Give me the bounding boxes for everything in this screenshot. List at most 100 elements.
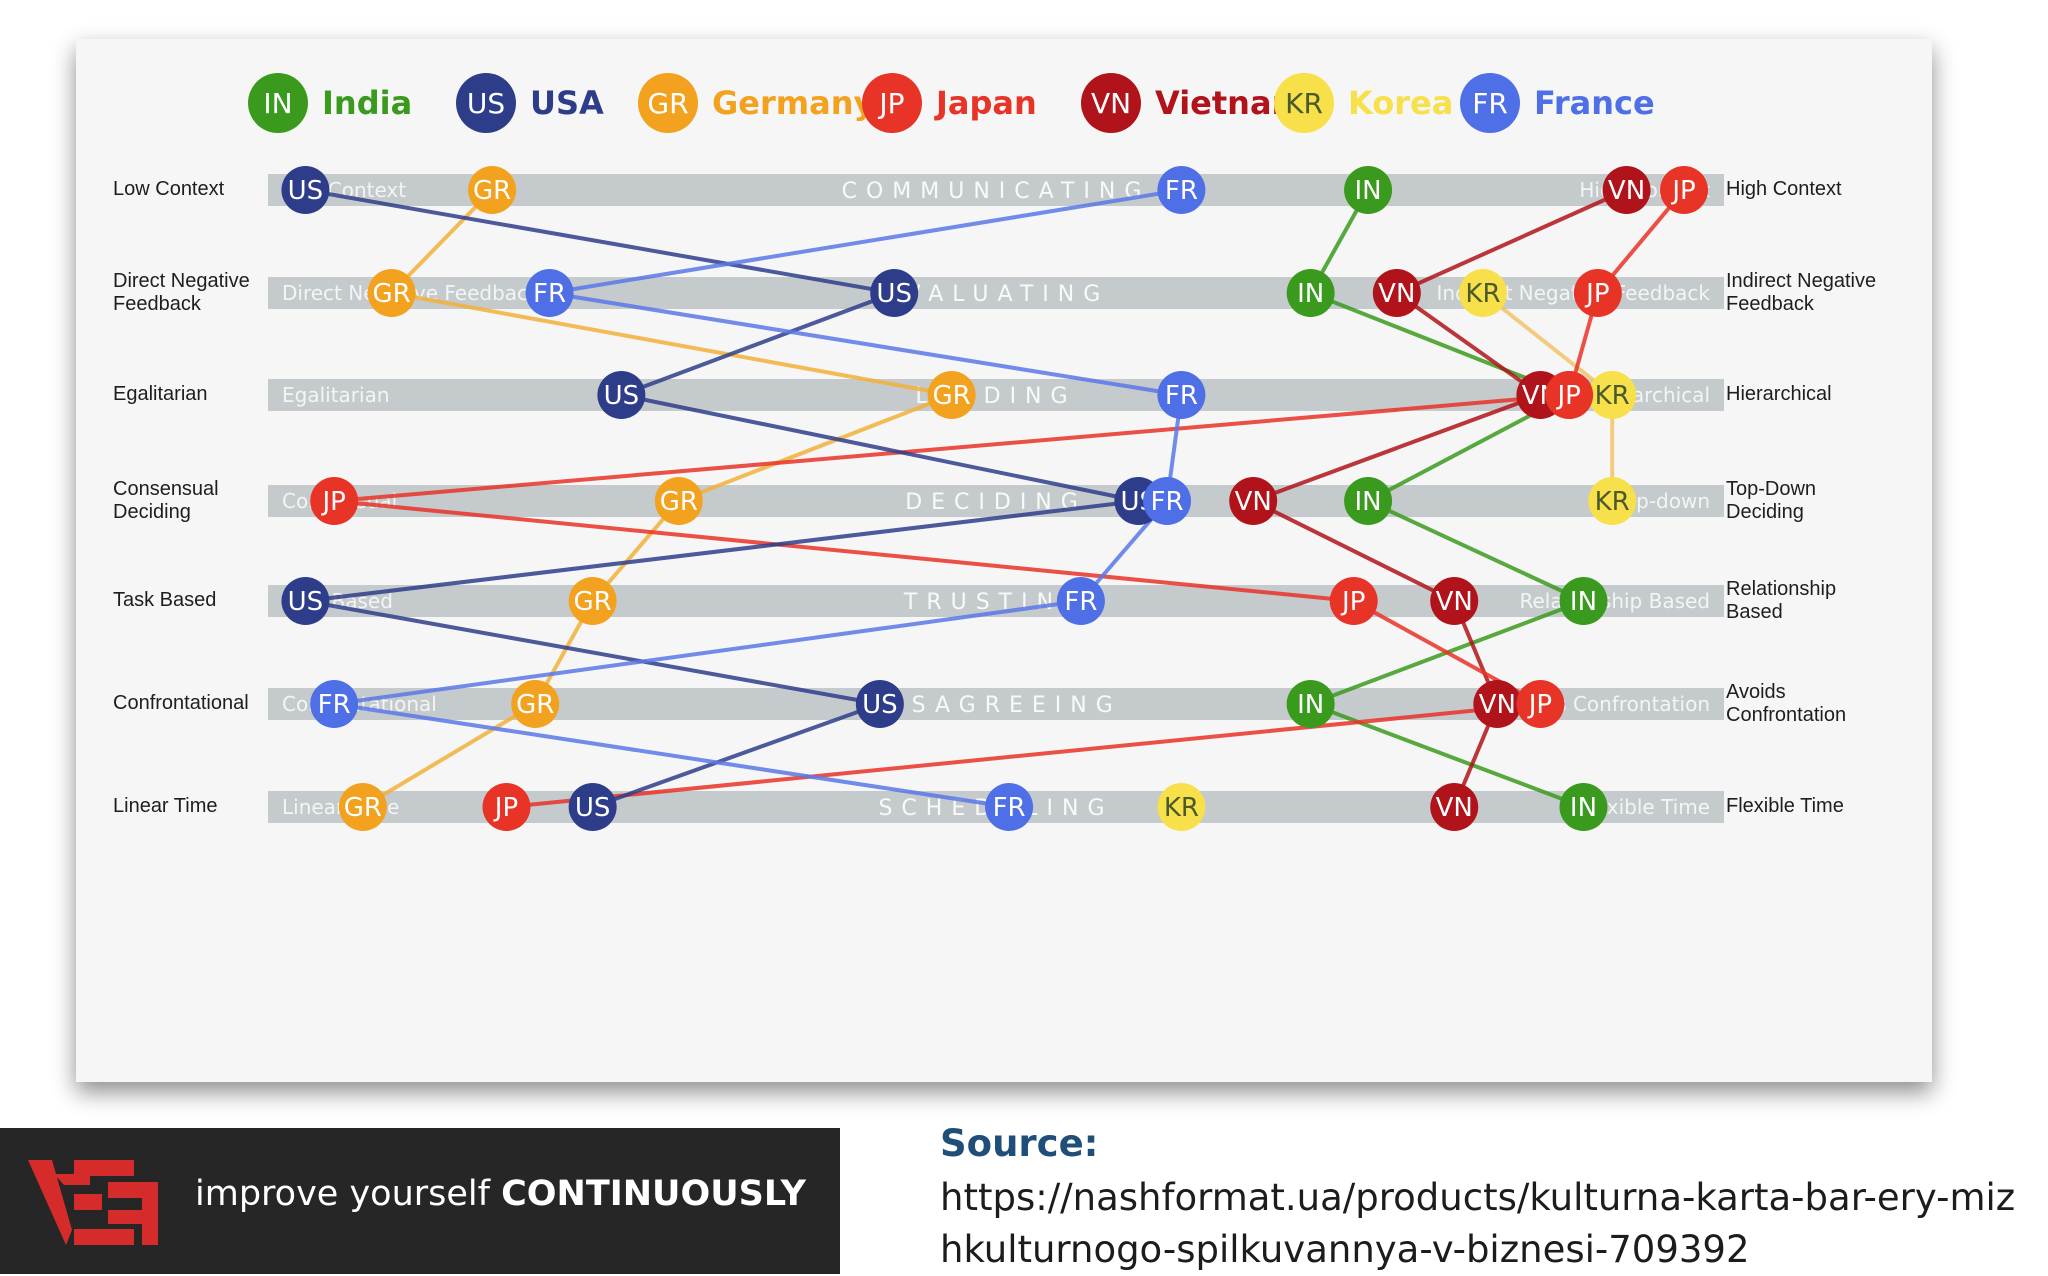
legend-name: Germany — [712, 84, 875, 122]
right-pole-label: High Context — [1726, 178, 1842, 200]
band-left-text: Egalitarian — [282, 383, 390, 407]
node-vn-scheduling: VN — [1430, 783, 1479, 831]
left-pole-label: Direct Negative Feedback — [113, 270, 250, 315]
node-gr-leading: GR — [927, 371, 976, 419]
svg-text:VN: VN — [1608, 176, 1645, 206]
company-logo — [28, 1160, 158, 1245]
svg-text:US: US — [575, 793, 611, 823]
node-gr-scheduling: GR — [338, 783, 387, 831]
path-fr — [549, 291, 1182, 397]
node-gr-deciding: GR — [654, 477, 703, 525]
node-fr-scheduling: FR — [985, 783, 1034, 831]
path-vn — [1395, 291, 1542, 397]
legend-badge-kr: KR — [1274, 73, 1334, 133]
slogan: improve yourself CONTINUOUSLY — [195, 1174, 806, 1214]
svg-text:JP: JP — [493, 793, 518, 823]
legend-item-germany: GR Germany — [638, 67, 874, 139]
legend-item-india: IN India — [248, 67, 412, 139]
svg-text:JP: JP — [1527, 690, 1552, 720]
legend-name: Japan — [936, 84, 1037, 122]
node-vn-evaluating: VN — [1372, 269, 1421, 317]
legend-badge-fr: FR — [1460, 73, 1520, 133]
node-us-communicating: US — [281, 166, 330, 214]
svg-text:JP: JP — [1670, 176, 1695, 206]
svg-text:VN: VN — [1436, 793, 1473, 823]
svg-text:JP: JP — [1555, 381, 1580, 411]
svg-text:GR: GR — [574, 587, 612, 617]
node-fr-deciding: FR — [1143, 477, 1192, 525]
scale-name-disagreeing: DISAGREEING — [870, 693, 1122, 718]
legend-badge-in: IN — [248, 73, 308, 133]
legend-name: India — [322, 84, 413, 122]
node-kr-leading: KR — [1588, 371, 1637, 419]
svg-text:VN: VN — [1235, 487, 1272, 517]
slogan-bold: CONTINUOUSLY — [501, 1174, 807, 1214]
node-jp-leading: JP — [1545, 371, 1594, 419]
path-vn — [1252, 499, 1456, 603]
svg-text:US: US — [288, 176, 324, 206]
path-fr — [333, 599, 1082, 706]
node-gr-evaluating: GR — [367, 269, 416, 317]
path-us — [620, 393, 1139, 503]
node-jp-disagreeing: JP — [1516, 680, 1565, 728]
svg-text:KR: KR — [1595, 381, 1630, 411]
node-fr-disagreeing: FR — [310, 680, 359, 728]
svg-text:FR: FR — [1064, 587, 1097, 617]
node-gr-trusting: GR — [568, 577, 617, 625]
svg-text:KR: KR — [1164, 793, 1199, 823]
node-jp-evaluating: JP — [1573, 269, 1622, 317]
band-left-text: Confrontational — [282, 692, 437, 716]
svg-text:IN: IN — [1355, 176, 1382, 206]
path-us — [305, 188, 895, 295]
node-vn-communicating: VN — [1602, 166, 1651, 214]
svg-text:US: US — [862, 690, 898, 720]
node-fr-leading: FR — [1157, 371, 1206, 419]
svg-text:US: US — [288, 587, 324, 617]
left-pole-label: Low Context — [113, 178, 225, 200]
node-jp-scheduling: JP — [482, 783, 531, 831]
path-us — [620, 291, 895, 397]
source-title: Source: — [940, 1122, 1099, 1165]
node-jp-trusting: JP — [1329, 577, 1378, 625]
path-in — [1367, 499, 1585, 603]
legend-badge-us: US — [456, 73, 516, 133]
legend-item-france: FR France — [1460, 67, 1655, 139]
right-pole-label: Relationship Based — [1726, 578, 1837, 623]
svg-text:GR: GR — [516, 690, 554, 720]
svg-text:IN: IN — [1297, 279, 1324, 309]
left-pole-label: Linear Time — [113, 795, 218, 817]
path-vn — [1395, 188, 1628, 295]
left-pole-label: Consensual Deciding — [113, 478, 219, 523]
left-pole-label: Task Based — [113, 589, 217, 611]
node-in-scheduling: IN — [1559, 783, 1608, 831]
svg-text:FR: FR — [1165, 381, 1198, 411]
svg-text:FR: FR — [533, 279, 566, 309]
svg-text:US: US — [604, 381, 640, 411]
svg-text:FR: FR — [1165, 176, 1198, 206]
right-pole-label: Top-Down Deciding — [1726, 478, 1817, 523]
country-legend: IN India US USA GR Germany JP Japan VN Vietnam KR K… — [76, 67, 1932, 139]
brand-footer: improve yourself CONTINUOUSLY — [0, 1128, 840, 1274]
left-pole-label: Egalitarian — [113, 383, 208, 405]
svg-text:JP: JP — [320, 487, 345, 517]
scale-band-leading — [268, 379, 1724, 411]
legend-name: Korea — [1348, 84, 1454, 122]
svg-text:IN: IN — [1355, 487, 1382, 517]
node-jp-deciding: JP — [310, 477, 359, 525]
legend-badge-vn: VN — [1081, 73, 1141, 133]
legend-item-korea: KR Korea — [1274, 67, 1453, 139]
path-us — [305, 499, 1139, 603]
right-pole-label: Indirect Negative Feedback — [1726, 270, 1877, 315]
scale-band-deciding — [268, 485, 1724, 517]
path-us — [591, 702, 881, 809]
right-pole-label: Avoids Confrontation — [1726, 681, 1847, 726]
path-fr — [549, 188, 1182, 295]
node-fr-trusting: FR — [1056, 577, 1105, 625]
source-link[interactable]: https://nashformat.ua/products/kulturna-… — [940, 1176, 2016, 1271]
svg-text:KR: KR — [1595, 487, 1630, 517]
svg-text:GR: GR — [372, 279, 410, 309]
node-us-disagreeing: US — [855, 680, 904, 728]
path-gr — [391, 291, 952, 397]
node-jp-communicating: JP — [1660, 166, 1708, 214]
